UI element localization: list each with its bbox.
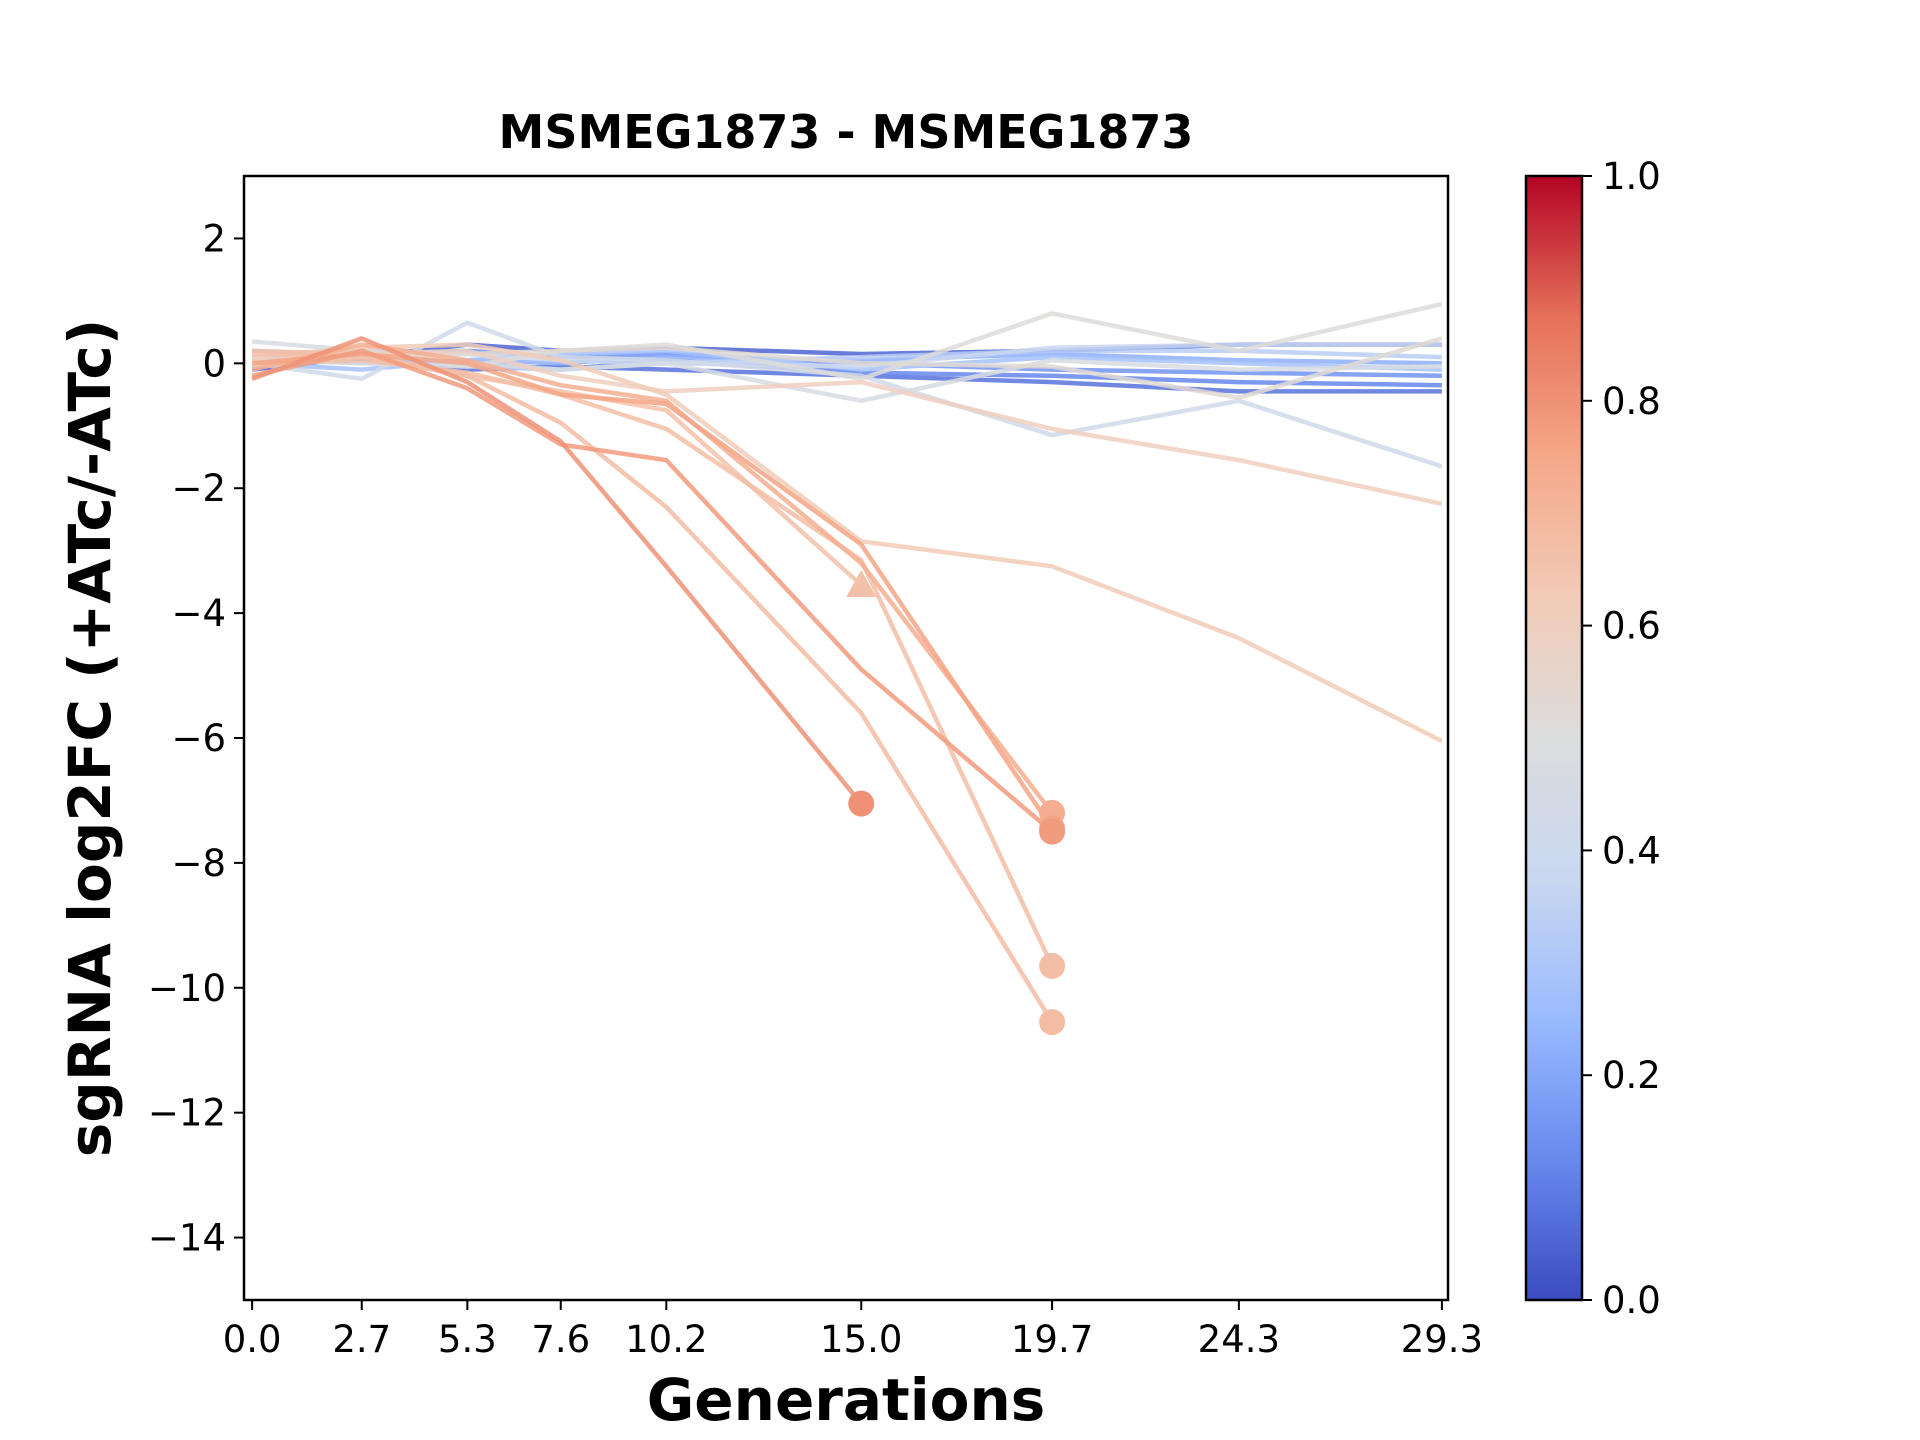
y-tick-label: −8 xyxy=(171,842,226,885)
colorbar xyxy=(1524,174,1584,1302)
y-tick-label: −12 xyxy=(148,1092,226,1135)
colorbar-tick-label: 0.0 xyxy=(1602,1279,1661,1322)
series-end-marker-20 xyxy=(1039,818,1066,845)
colorbar-tick-label: 0.2 xyxy=(1602,1054,1661,1097)
series-line-21 xyxy=(251,336,863,806)
y-tick-label: −2 xyxy=(171,467,226,510)
x-tick-label: 2.7 xyxy=(332,1318,391,1361)
y-axis-title: sgRNA log2FC (+ATc/-ATc) xyxy=(56,319,124,1157)
x-tick-label: 10.2 xyxy=(625,1318,707,1361)
series-layer xyxy=(251,301,1443,1024)
x-tick-label: 0.0 xyxy=(223,1318,282,1361)
y-tick-label: −4 xyxy=(171,592,226,635)
y-tick-label: −6 xyxy=(171,717,226,760)
series-line-17 xyxy=(252,348,1055,1024)
chart-title: MSMEG1873 - MSMEG1873 xyxy=(499,105,1194,159)
y-tick-label: −10 xyxy=(148,967,226,1010)
x-tick-label: 7.6 xyxy=(531,1318,590,1361)
colorbar-axis: 0.0 0.2 0.4 0.6 0.8 1.0 xyxy=(1582,155,1661,1322)
colorbar-tick-label: 0.4 xyxy=(1602,829,1661,872)
colorbar-tick-label: 0.8 xyxy=(1602,380,1661,423)
x-tick-label: 5.3 xyxy=(438,1318,497,1361)
y-tick-label: −14 xyxy=(148,1217,226,1260)
series-end-marker-21 xyxy=(848,790,875,817)
series-line-14 xyxy=(251,342,1443,744)
x-tick-label: 19.7 xyxy=(1011,1318,1093,1361)
x-tick-label: 15.0 xyxy=(820,1318,902,1361)
series-end-marker-16 xyxy=(1039,952,1066,979)
series-end-marker-15 xyxy=(846,570,877,598)
series-line-19 xyxy=(251,351,1054,830)
marker-layer xyxy=(846,570,1066,1036)
x-tick-label: 24.3 xyxy=(1198,1318,1280,1361)
colorbar-tick-label: 1.0 xyxy=(1602,155,1661,198)
y-axis: 2 0 −2 −4 −6 −8 −10 −12 −14 xyxy=(148,217,244,1260)
x-tick-label: 29.3 xyxy=(1401,1318,1483,1361)
series-line-16 xyxy=(252,357,1055,967)
series-end-marker-17 xyxy=(1039,1009,1066,1036)
y-tick-label: 0 xyxy=(202,342,226,385)
colorbar-tick-label: 0.6 xyxy=(1602,605,1661,648)
x-axis-title: Generations xyxy=(647,1366,1046,1434)
y-tick-label: 2 xyxy=(202,217,226,260)
series-line-18 xyxy=(251,342,1054,815)
x-axis: 0.0 2.7 5.3 7.6 10.2 15.0 19.7 24.3 29.3 xyxy=(223,1300,1483,1361)
